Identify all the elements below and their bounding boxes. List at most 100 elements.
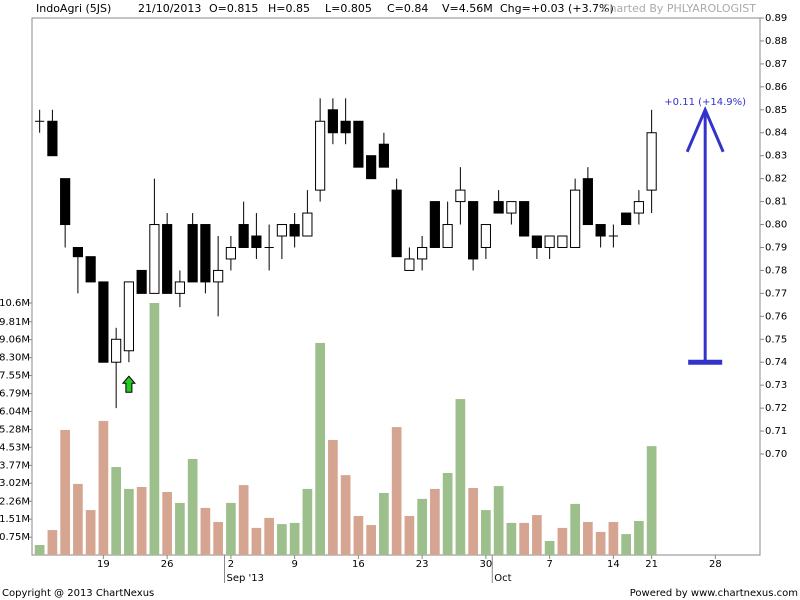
candle-body [213,269,224,283]
y-tick-label: 0.87 [765,59,787,70]
x-tick-label: 14 [607,559,620,570]
x-tick-label: 16 [352,559,365,570]
volume-bar [404,516,415,555]
candle-body [417,246,428,260]
volume-bar [328,439,338,555]
candle-body [85,256,96,283]
candle-body [315,120,326,191]
header-open: O=0.815 [209,2,258,15]
volume-bar [251,527,262,555]
candle-body [506,201,517,214]
volume-tick-label: 9.06M [0,335,30,346]
volume-tick-label: 4.53M [0,442,30,453]
volume-bar [111,467,121,555]
candle-body [468,201,479,260]
volume-tick-label: 1.51M [0,514,30,525]
volume-bar [85,510,96,555]
credit: Charted By PHLYAROLOGIST [602,2,756,15]
y-tick-label: 0.86 [765,82,787,93]
y-tick-label: 0.73 [765,380,787,391]
y-tick-label: 0.70 [765,449,787,460]
y-tick-label: 0.71 [765,426,787,437]
candle-body [404,258,415,271]
volume-bar [238,485,249,555]
volume-tick-label: 10.6M [0,298,30,309]
x-tick-label: 26 [161,559,174,570]
candle-body [429,201,440,248]
y-tick-label: 0.77 [765,288,787,299]
footer-powered: Powered by www.chartnexus.com [630,588,798,599]
candle-body [225,246,236,260]
candle-body [47,120,58,157]
header-close: C=0.84 [387,2,428,15]
volume-tick-label: 3.02M [0,478,30,489]
candle-body [519,201,530,237]
candle-body [238,224,249,248]
candle-body [174,281,185,294]
volume-bar [544,540,555,555]
volume-bar [98,420,109,555]
candle-body [646,132,657,191]
header-change: Chg=+0.03 (+3.7%) [500,2,614,15]
candle-body [149,224,160,294]
y-tick-label: 0.83 [765,151,787,162]
volume-bar [417,498,427,555]
volume-bar [136,487,147,555]
y-tick-label: 0.88 [765,36,787,47]
volume-bar [570,503,580,555]
candle-body [340,120,351,134]
volume-bar [583,521,593,555]
candle-body [187,224,198,283]
x-tick-label: 2 [228,559,234,570]
candle-body [251,235,262,248]
volume-bar [455,399,466,555]
volume-bar [213,521,223,555]
y-tick-label: 0.75 [765,334,787,345]
candle-body [621,212,632,226]
candle-body [531,235,542,248]
candle-body [136,269,147,294]
candle-body [544,235,555,248]
volume-bar [124,488,134,555]
volume-bar [162,492,172,555]
candle-body [595,224,606,237]
volume-bar [557,527,568,555]
volume-bar [430,488,440,555]
volume-bar [187,458,198,555]
header-date: 21/10/2013 [138,2,201,15]
volume-bar [277,524,287,555]
volume-bar [391,427,402,555]
candle-body [366,155,377,180]
volume-bar [634,521,644,555]
y-tick-label: 0.89 [765,13,787,24]
volume-tick-label: 6.04M [0,406,30,417]
header-high: H=0.85 [268,2,310,15]
candle-body [493,201,504,214]
candle-body [60,178,71,226]
volume-bar [149,303,160,555]
y-tick-label: 0.84 [765,128,787,139]
volume-bar [493,486,504,555]
y-tick-label: 0.78 [765,265,787,276]
y-tick-label: 0.80 [765,220,787,231]
volume-bar [353,516,364,555]
volume-bar [519,522,529,555]
volume-bar [595,531,606,555]
candle-body [200,224,211,283]
volume-tick-label: 7.55M [0,371,30,382]
volume-bar [226,502,236,555]
volume-bar [315,342,325,555]
candle-body [123,281,134,352]
volume-tick-label: 2.26M [0,496,30,507]
annotation-arrow-head [685,105,725,153]
y-tick-label: 0.82 [765,174,787,185]
volume-bar [302,488,313,555]
x-tick-label: 9 [291,559,297,570]
header-low: L=0.805 [325,2,372,15]
y-tick-label: 0.72 [765,403,787,414]
volume-bar [47,530,58,555]
volume-bar [481,510,491,555]
volume-tick-label: 3.77M [0,460,30,471]
